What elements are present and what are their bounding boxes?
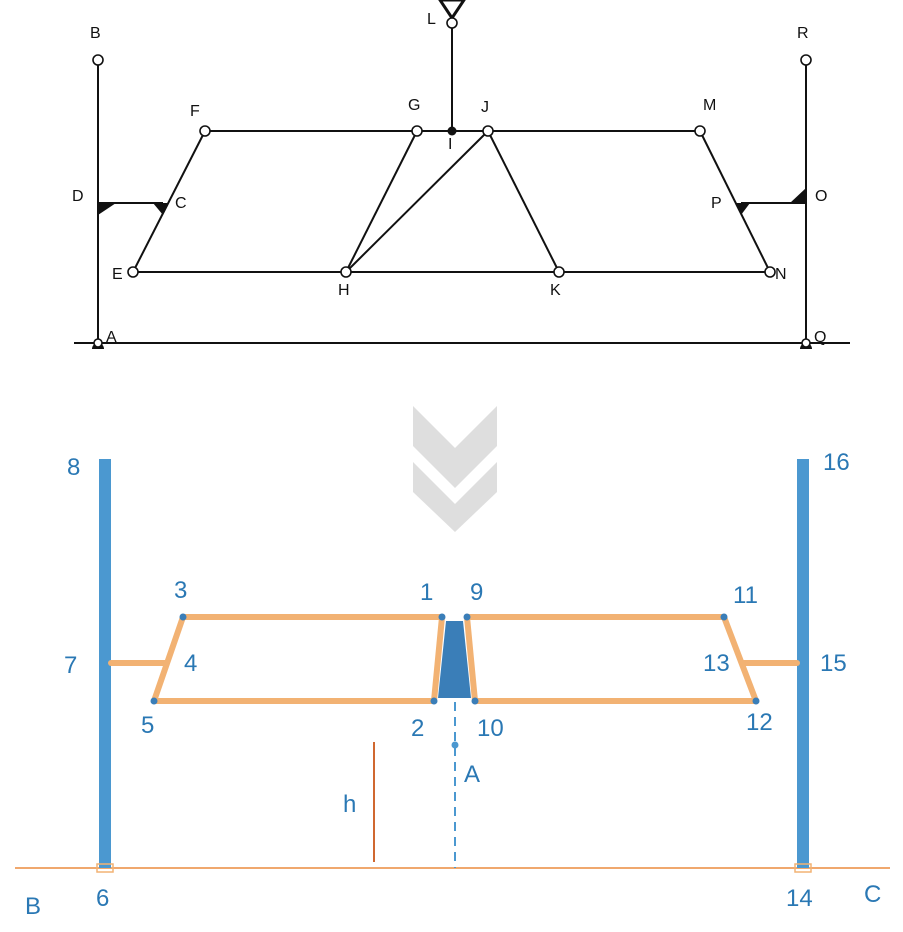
post-base-right [794,863,812,873]
label-A: A [106,329,117,346]
number-8: 8 [67,454,80,481]
number-15: 15 [820,650,847,677]
letter-C: C [864,881,881,908]
letter-A: A [464,761,480,788]
label-M: M [703,97,716,114]
number-9: 9 [470,579,483,606]
label-B: B [90,25,101,42]
label-O: O [815,188,827,205]
label-H: H [338,282,350,299]
post-base-left [96,863,114,873]
label-N: N [775,266,787,283]
label-J: J [481,99,489,116]
joint-wedge-P [735,203,750,215]
label-P: P [711,195,722,212]
node-H [340,266,352,278]
number-10: 10 [477,715,504,742]
number-3: 3 [174,577,187,604]
node-K [553,266,565,278]
label-L: L [427,11,436,28]
number-4: 4 [184,650,197,677]
label-I: I [448,136,452,153]
number-13: 13 [703,650,730,677]
number-1: 1 [420,579,433,606]
strut-11-12 [721,614,759,704]
label-G: G [408,97,420,114]
node-I [447,126,457,136]
dot-11 [720,613,728,621]
node-M [694,125,706,137]
triangle-support-icon [438,0,466,21]
letter-h: h [343,791,356,818]
dot-9 [463,613,471,621]
frame-orange [108,614,800,704]
post-right-blue [797,459,809,868]
strut-3-5 [151,614,186,704]
node-N [764,266,776,278]
number-14: 14 [786,885,813,912]
member-JK [487,130,560,273]
number-6: 6 [96,885,109,912]
node-G [411,125,423,137]
node-J [482,125,494,137]
label-F: F [190,103,200,120]
number-12: 12 [746,709,773,736]
strut-right [699,130,771,273]
double-chevron-down-icon [413,406,497,532]
strut-9-10 [464,614,478,704]
number-7: 7 [64,652,77,679]
number-2: 2 [411,715,424,742]
core-block [438,621,471,698]
number-5: 5 [141,712,154,739]
node-dots [150,613,760,705]
label-D: D [72,188,84,205]
support-Q [800,338,812,349]
top-diagram: B R L F G I J M D C P O E H K N A Q [72,0,850,349]
member-JH [345,130,489,273]
label-E: E [112,266,123,283]
dot-1 [438,613,446,621]
node-L [446,17,458,29]
strut-1-2 [431,614,445,704]
letter-B: B [25,893,41,920]
dot-10 [471,697,479,705]
node-B [92,54,104,66]
dot-5 [150,697,158,705]
member-GH [345,130,418,273]
dot-3 [179,613,187,621]
dot-12 [752,697,760,705]
joint-wedge-D [98,203,116,215]
label-K: K [550,282,561,299]
number-16: 16 [823,449,850,476]
joint-wedge-O [790,188,806,203]
point-A [451,741,459,749]
dot-2 [430,697,438,705]
node-R [800,54,812,66]
strut-left [132,130,206,273]
number-11: 11 [733,582,758,609]
node-E [127,266,139,278]
label-R: R [797,25,809,42]
bottom-diagram: 8 16 3 1 9 11 7 4 13 15 5 2 10 12 6 14 A… [15,449,890,920]
label-C: C [175,195,187,212]
node-F [199,125,211,137]
joint-wedge-C [153,203,169,215]
label-Q: Q [814,329,826,346]
post-left-blue [99,459,111,868]
support-A [92,338,104,349]
